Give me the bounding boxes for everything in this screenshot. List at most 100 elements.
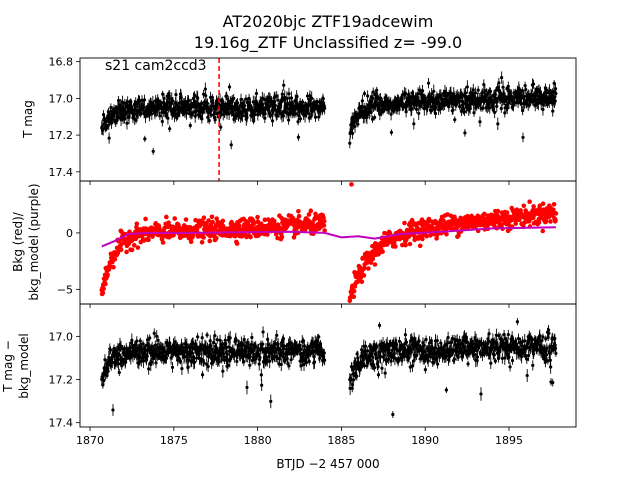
y-tick-label: 17.4 bbox=[49, 166, 74, 179]
bkg-point bbox=[279, 234, 285, 240]
data-point bbox=[366, 94, 370, 98]
chart-title-line2: 19.16g_ZTF Unclassified z= -99.0 bbox=[194, 33, 462, 53]
data-point bbox=[254, 91, 259, 96]
data-point bbox=[481, 106, 485, 110]
data-point bbox=[285, 103, 290, 107]
bkg-point bbox=[540, 228, 546, 234]
data-point bbox=[213, 118, 217, 122]
data-point bbox=[282, 83, 286, 87]
data-point bbox=[478, 120, 482, 124]
data-point bbox=[311, 342, 315, 346]
bkg-point bbox=[372, 262, 378, 267]
data-point bbox=[348, 141, 352, 145]
data-point bbox=[143, 348, 148, 352]
bkg-point bbox=[105, 272, 110, 277]
bkg-point bbox=[150, 234, 155, 239]
bkg-point bbox=[135, 245, 141, 250]
panel-top: 16.8 17.0 17.2 17.4 bbox=[49, 56, 577, 185]
data-point bbox=[349, 377, 353, 382]
data-point bbox=[261, 342, 265, 346]
data-point bbox=[355, 374, 359, 378]
data-point bbox=[203, 87, 207, 91]
data-point bbox=[373, 115, 377, 120]
data-point bbox=[480, 91, 485, 95]
bkg-point bbox=[193, 217, 198, 223]
data-point bbox=[307, 359, 311, 364]
data-point bbox=[226, 363, 230, 368]
data-point bbox=[423, 96, 427, 100]
data-point bbox=[210, 347, 214, 351]
data-point bbox=[174, 101, 178, 105]
data-point bbox=[158, 114, 162, 118]
data-point bbox=[207, 118, 211, 123]
data-point bbox=[141, 359, 146, 363]
data-point bbox=[323, 358, 327, 362]
data-point bbox=[228, 336, 232, 340]
data-point bbox=[227, 112, 231, 116]
data-point bbox=[287, 118, 291, 122]
bkg-point bbox=[262, 217, 268, 223]
data-point bbox=[310, 96, 314, 100]
bkg-point bbox=[553, 218, 558, 223]
data-point bbox=[168, 127, 172, 131]
data-point bbox=[503, 111, 507, 115]
bkg-point bbox=[402, 220, 407, 226]
bkg-point bbox=[380, 249, 385, 254]
bkg-point bbox=[441, 218, 446, 223]
data-point bbox=[219, 125, 223, 129]
data-point bbox=[375, 88, 379, 92]
data-point bbox=[483, 88, 487, 93]
data-point bbox=[245, 115, 249, 120]
data-point bbox=[426, 81, 431, 85]
bkg-point bbox=[403, 242, 408, 248]
data-point bbox=[299, 364, 303, 368]
bkg-point bbox=[361, 273, 367, 278]
data-point bbox=[362, 91, 367, 96]
data-point bbox=[491, 108, 495, 112]
data-point bbox=[154, 361, 158, 365]
data-point bbox=[134, 118, 138, 122]
data-point bbox=[111, 408, 115, 412]
data-point bbox=[200, 336, 204, 340]
data-point bbox=[279, 362, 283, 367]
bkg-point bbox=[101, 286, 106, 291]
data-point bbox=[269, 113, 273, 118]
data-point bbox=[142, 98, 147, 102]
bkg-point bbox=[504, 210, 510, 215]
bkg-point bbox=[146, 237, 151, 243]
bkg-point bbox=[112, 257, 118, 262]
data-point bbox=[488, 89, 493, 93]
bkg-point bbox=[245, 220, 251, 225]
data-point bbox=[145, 354, 149, 358]
bkg-point bbox=[321, 215, 326, 221]
data-point bbox=[221, 369, 225, 373]
data-point bbox=[247, 346, 251, 350]
bkg-point bbox=[220, 218, 226, 224]
bkg-point bbox=[553, 211, 559, 216]
data-point bbox=[102, 378, 106, 383]
bkg-point bbox=[407, 241, 413, 247]
data-point bbox=[416, 91, 420, 96]
data-point bbox=[294, 112, 298, 116]
data-point bbox=[250, 335, 254, 340]
data-point bbox=[232, 96, 236, 100]
data-point bbox=[160, 119, 164, 124]
y-tick-label: 0 bbox=[66, 227, 73, 240]
data-point bbox=[389, 130, 394, 135]
data-point bbox=[150, 345, 154, 349]
data-points bbox=[100, 318, 558, 418]
data-point bbox=[451, 108, 455, 112]
data-point bbox=[106, 110, 111, 114]
data-point bbox=[190, 358, 194, 362]
bkg-point bbox=[201, 215, 207, 221]
data-point bbox=[205, 101, 210, 106]
data-point bbox=[270, 119, 275, 123]
data-point bbox=[353, 124, 357, 129]
data-point bbox=[280, 92, 284, 96]
data-points bbox=[100, 71, 558, 155]
data-point bbox=[438, 107, 443, 111]
data-point bbox=[259, 373, 263, 377]
data-point bbox=[153, 343, 157, 347]
data-point bbox=[142, 105, 146, 110]
data-point bbox=[137, 362, 141, 366]
